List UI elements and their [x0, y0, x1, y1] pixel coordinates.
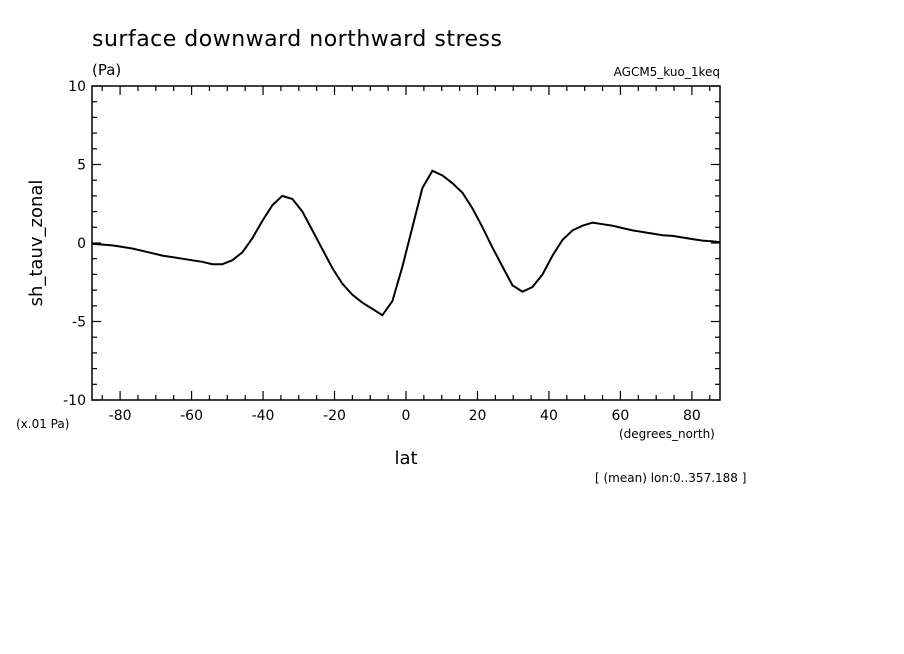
- x-tick-label: 20: [469, 408, 487, 424]
- y-tick-label: -10: [63, 393, 86, 409]
- y-axis-label: sh_tauv_zonal: [26, 180, 47, 307]
- chart-title: surface downward northward stress: [92, 27, 502, 52]
- x-tick-label: -20: [323, 408, 346, 424]
- x-tick-label: -60: [180, 408, 203, 424]
- series-line: [91, 169, 721, 317]
- y-tick-label: 0: [77, 236, 86, 252]
- x-tick-label: -80: [109, 408, 132, 424]
- y-tick-label: 5: [77, 158, 86, 174]
- y-tick-label: 10: [68, 79, 86, 95]
- axis-ticks: [92, 85, 720, 401]
- x-tick-label: 0: [402, 408, 411, 424]
- x-tick-label: 60: [612, 408, 630, 424]
- footer-note: [ (mean) lon:0..357.188 ]: [595, 471, 746, 485]
- x-tick-label: -40: [252, 408, 275, 424]
- units-label: (Pa): [92, 61, 121, 79]
- x-tick-labels: -80 -60 -40 -20 0 20 40 60 80: [109, 408, 701, 424]
- x-tick-label: 80: [683, 408, 701, 424]
- x-units-label: (degrees_north): [619, 427, 715, 441]
- plot-frame: [91, 85, 721, 401]
- x-axis-label: lat: [394, 448, 417, 469]
- dataset-label: AGCM5_kuo_1keq: [614, 65, 720, 79]
- y-tick-label: -5: [72, 315, 86, 331]
- scale-note: (x.01 Pa): [16, 417, 69, 431]
- x-tick-label: 40: [540, 408, 558, 424]
- y-tick-labels: -10 -5 0 5 10: [63, 79, 86, 409]
